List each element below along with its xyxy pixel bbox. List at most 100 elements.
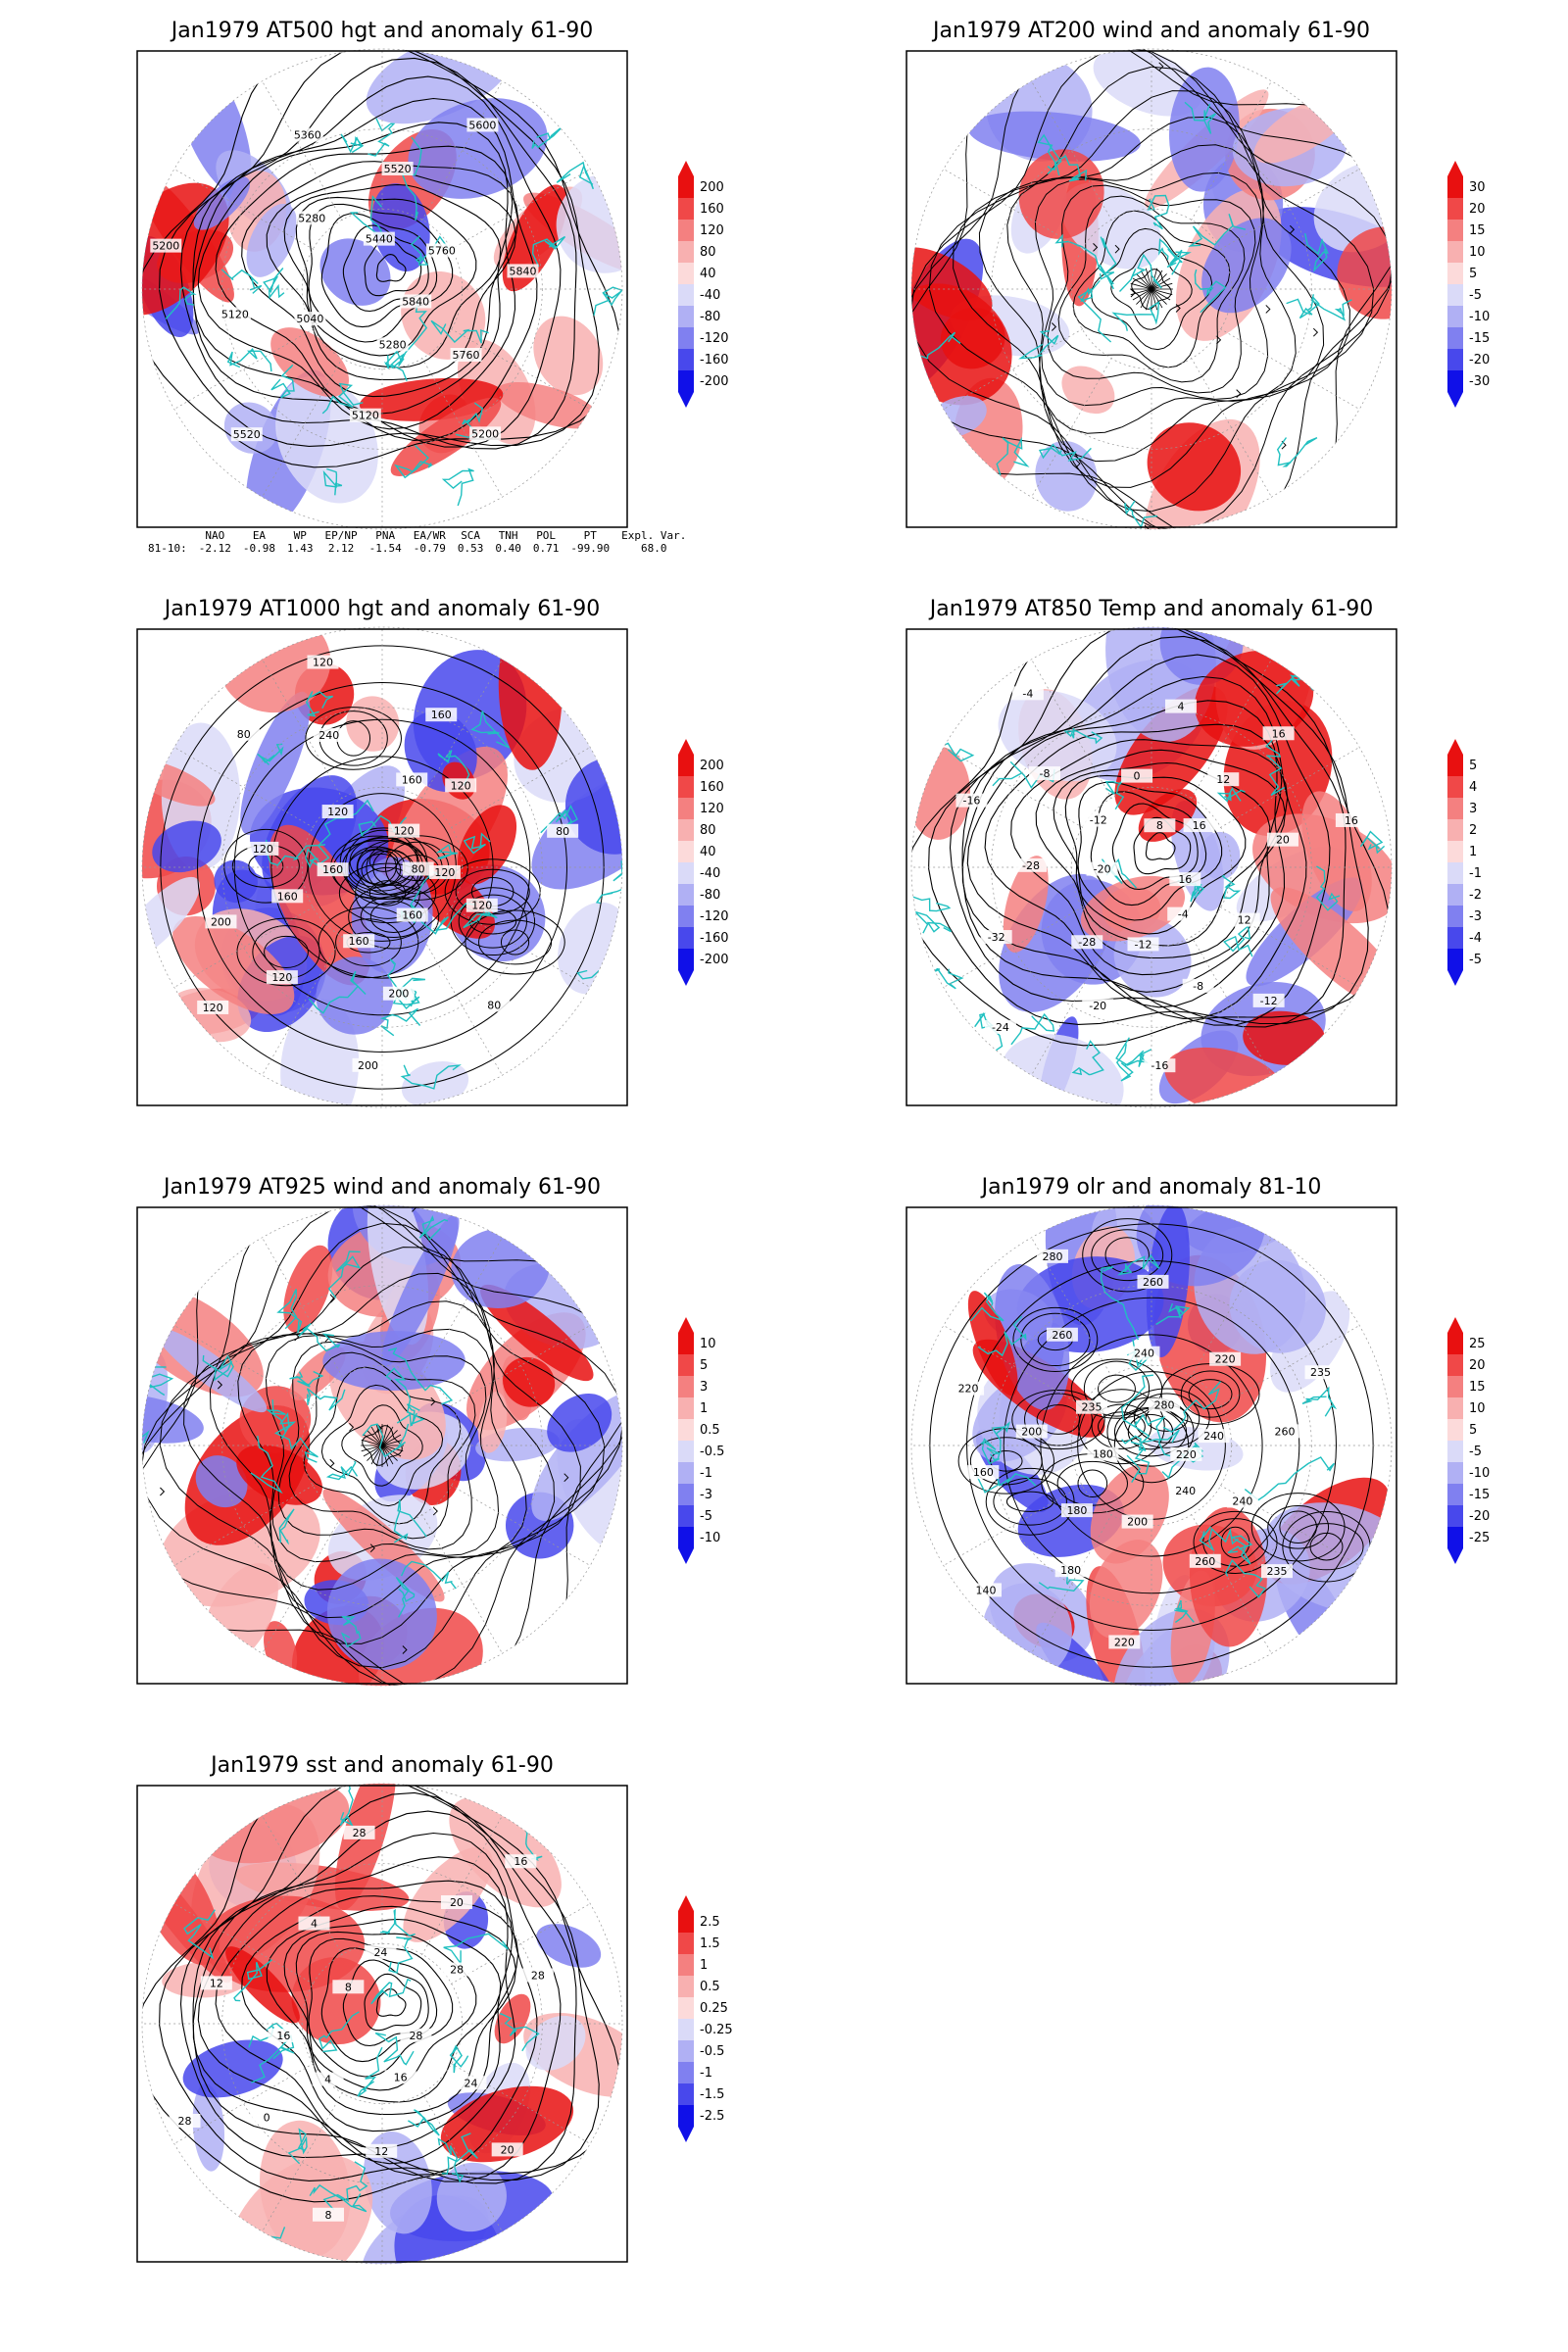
- contour-line: [961, 675, 1307, 1019]
- meridian-line: [1219, 328, 1360, 410]
- contour-label: 120: [434, 866, 455, 879]
- contour-label: 5200: [471, 427, 499, 440]
- colorbar-label: -1: [700, 1466, 712, 1481]
- contour-label: 220: [1176, 1448, 1197, 1461]
- contour-label-bg: [382, 986, 415, 1001]
- streamline-arrow: [1114, 244, 1120, 254]
- panel-at850-temp: Jan1979 AT850 Temp and anomaly 61-90 16 12…: [769, 578, 1534, 1166]
- colorbar-swatch: [678, 1527, 694, 1548]
- colorbar-label: -3: [700, 1488, 712, 1502]
- coastline: [183, 1909, 216, 1960]
- coastline: [368, 118, 396, 157]
- contour-line: [458, 894, 527, 949]
- map-disk: [142, 1784, 622, 2264]
- contour-line: [1180, 1370, 1241, 1418]
- contour-label-bg: [1304, 1365, 1337, 1380]
- contour-label: 24: [464, 2077, 477, 2089]
- colorbar-label: -120: [700, 909, 729, 924]
- map-disk: [142, 627, 622, 1107]
- contour-label-bg: [200, 1976, 232, 1990]
- coastline: [1077, 279, 1112, 343]
- contour-line: [264, 935, 309, 968]
- contour-label-bg: [521, 1968, 554, 1983]
- indices-spacer: [142, 529, 193, 542]
- contour-label: 200: [388, 988, 409, 1001]
- coastline: [321, 382, 364, 415]
- contour-label: 160: [402, 773, 422, 786]
- contour-label-bg: [205, 914, 237, 929]
- contour-label: 120: [313, 657, 333, 669]
- meridian-line: [450, 1485, 591, 1566]
- map-panel-3: Jan1979 AT1000 hgt and anomaly 61-90 80 12…: [136, 597, 729, 1108]
- contour-label: -12: [1260, 995, 1278, 1007]
- map-frame: [906, 50, 1397, 528]
- contour-label-bg: [298, 1916, 330, 1931]
- index-header: TNH: [498, 529, 518, 542]
- colorbar-swatch: [678, 884, 694, 906]
- coastline: [165, 286, 197, 319]
- coastline: [1301, 1386, 1338, 1417]
- meridian-line: [173, 747, 315, 828]
- colorbar-label: 2: [1469, 823, 1477, 838]
- contour-label: 200: [1127, 1516, 1148, 1529]
- contour-label-bg: [1011, 686, 1044, 701]
- colorbar-label: 80: [700, 245, 716, 260]
- contour-label: 0: [264, 2112, 270, 2125]
- streamline: [381, 1445, 402, 1457]
- contour-label-bg: [1262, 726, 1295, 741]
- contour-label-bg: [332, 1980, 365, 1994]
- colorbar-bottom-arrow: [1447, 392, 1463, 408]
- colorbar-swatch: [1447, 798, 1463, 819]
- contour-label-bg: [505, 1854, 537, 1869]
- contour-label-bg: [970, 1583, 1003, 1597]
- contour-label-bg: [384, 2070, 416, 2084]
- streamline-arrow: [1158, 62, 1164, 72]
- coastline: [1276, 436, 1318, 467]
- contour-line: [368, 850, 399, 872]
- coastline: [1111, 301, 1160, 331]
- streamline-arrow: [1265, 305, 1271, 314]
- streamline: [1110, 248, 1193, 330]
- contour-label-bg: [1169, 1483, 1201, 1497]
- contour-label: 120: [253, 843, 273, 856]
- colorbar-swatch: [678, 1997, 694, 2019]
- contour-line: [1098, 1374, 1136, 1403]
- coastline: [340, 1616, 362, 1648]
- panel-title: Jan1979 AT1000 hgt and anomaly 61-90: [163, 597, 600, 621]
- contour-label: 0: [1134, 770, 1141, 783]
- contour-line: [1035, 749, 1286, 959]
- panel-at500-hgt: Jan1979 AT500 hgt and anomaly 61-90 5840 5…: [0, 0, 764, 588]
- panel-at1000-hgt: Jan1979 AT1000 hgt and anomaly 61-90 80 12…: [0, 578, 764, 1166]
- coastline: [1126, 1441, 1151, 1483]
- index-value: -99.90: [570, 542, 611, 555]
- latitude-circle: [141, 1204, 623, 1687]
- streamline: [953, 90, 1350, 488]
- colorbar-label: -10: [1469, 310, 1490, 324]
- index-value: -0.98: [242, 542, 275, 555]
- contour-line: [364, 1973, 422, 2032]
- contour-line: [1082, 1218, 1173, 1293]
- colorbar-swatch: [1447, 306, 1463, 327]
- coastline: [441, 467, 474, 507]
- contour-label: 120: [394, 825, 415, 838]
- coastline: [1216, 787, 1246, 803]
- contour-label: 16: [1345, 814, 1358, 827]
- contour-label-bg: [197, 1000, 229, 1014]
- colorbar-swatch: [678, 306, 694, 327]
- contour-label-bg: [428, 864, 461, 879]
- coastline: [400, 1560, 457, 1590]
- coastline: [531, 235, 566, 268]
- streamline: [1072, 210, 1231, 368]
- colorbar-swatch: [678, 1376, 694, 1397]
- contour-label-bg: [1183, 818, 1215, 833]
- anomaly-shade: [270, 327, 350, 397]
- colorbar-swatch: [1447, 327, 1463, 349]
- contour-label-bg: [1015, 858, 1048, 872]
- coastline: [531, 124, 564, 149]
- meridian-line: [421, 1237, 503, 1378]
- colorbar-swatch: [678, 1976, 694, 1997]
- contour-label: -12: [1135, 938, 1152, 951]
- coastline: [393, 1499, 427, 1544]
- coastline: [392, 988, 420, 1010]
- colorbar-label: 120: [700, 802, 724, 816]
